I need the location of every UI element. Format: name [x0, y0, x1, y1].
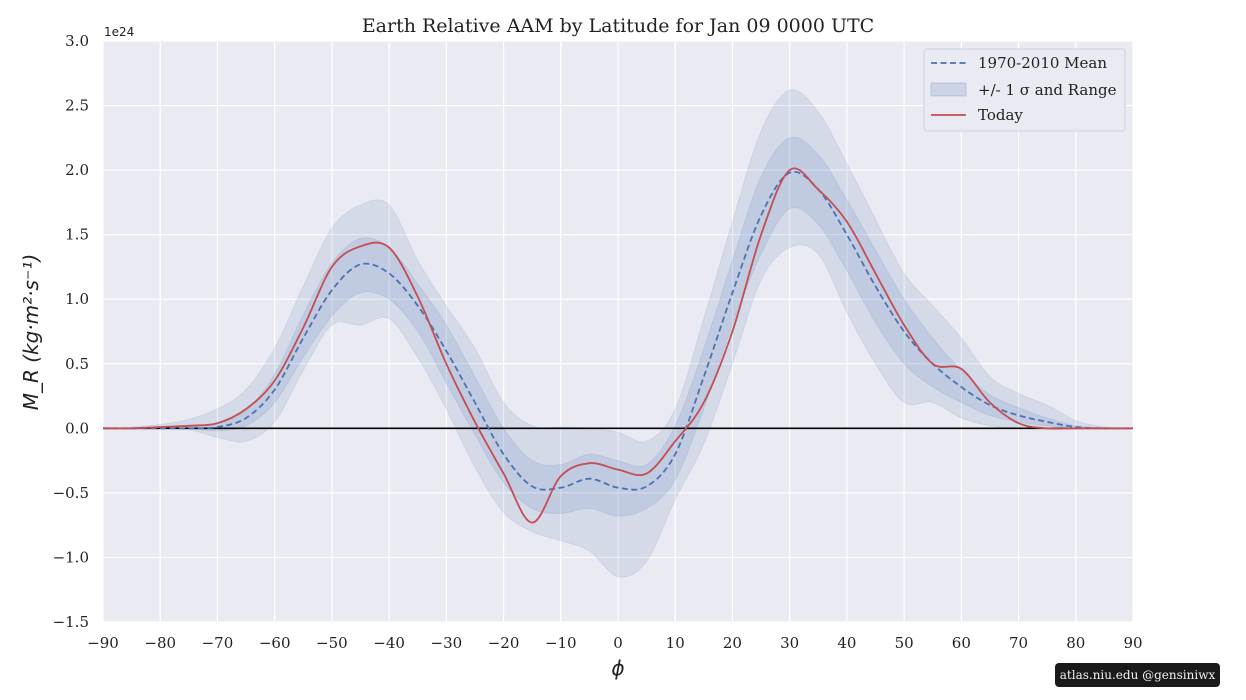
x-tick-label: −30 [431, 634, 463, 652]
y-tick-label: 0.5 [65, 355, 89, 373]
x-tick-label: 50 [895, 634, 914, 652]
x-tick-label: 20 [723, 634, 742, 652]
y-offset-label: 1e24 [104, 25, 134, 39]
y-axis-label: M_R (kg·m²·s⁻¹) [19, 254, 43, 411]
x-tick-label: 70 [1009, 634, 1028, 652]
x-tick-label: 10 [666, 634, 685, 652]
x-tick-label: 40 [837, 634, 856, 652]
x-tick-label: 60 [952, 634, 971, 652]
x-tick-label: 90 [1123, 634, 1142, 652]
x-tick-label: −90 [87, 634, 119, 652]
series-today-line [102, 167, 1133, 524]
x-tick-label: −20 [488, 634, 520, 652]
series-mean-line [103, 170, 1134, 491]
x-tick-label: −70 [202, 634, 234, 652]
x-tick-label: −10 [545, 634, 577, 652]
x-tick-label: −50 [316, 634, 348, 652]
y-tick-label: 3.0 [65, 32, 89, 50]
chart-title: Earth Relative AAM by Latitude for Jan 0… [362, 15, 874, 37]
y-tick-label: 1.5 [65, 226, 89, 244]
y-tick-label: 0.0 [65, 419, 89, 437]
watermark-badge: atlas.niu.edu @gensiniwx [1055, 663, 1220, 687]
y-tick-labels: −1.5 −1.0 −0.5 0.0 0.5 1.0 1.5 2.0 2.5 3.0 [53, 32, 89, 631]
grid [102, 40, 1134, 623]
x-axis-label: ϕ [611, 656, 624, 680]
legend-band-label: +/- 1 σ and Range [978, 81, 1117, 99]
legend-mean-label: 1970-2010 Mean [978, 54, 1107, 72]
y-tick-label: −1.0 [53, 548, 89, 566]
y-tick-label: 2.5 [65, 97, 89, 115]
y-tick-label: −1.5 [53, 613, 89, 631]
y-tick-label: −0.5 [53, 484, 89, 502]
x-tick-label: 80 [1066, 634, 1085, 652]
legend: 1970-2010 Mean +/- 1 σ and Range Today [923, 48, 1126, 132]
x-tick-label: 0 [613, 634, 623, 652]
x-tick-label: −60 [259, 634, 291, 652]
y-tick-label: 1.0 [65, 290, 89, 308]
legend-box [923, 48, 1126, 132]
legend-band-swatch [930, 82, 967, 97]
y-tick-label: 2.0 [65, 161, 89, 179]
x-tick-label: −40 [373, 634, 405, 652]
x-tick-label: −80 [144, 634, 176, 652]
x-tick-labels: −90 −80 −70 −60 −50 −40 −30 −20 −10 0 10 20 30 40 50 60… [87, 634, 1142, 652]
x-tick-label: 30 [780, 634, 799, 652]
legend-today-label: Today [978, 106, 1023, 124]
